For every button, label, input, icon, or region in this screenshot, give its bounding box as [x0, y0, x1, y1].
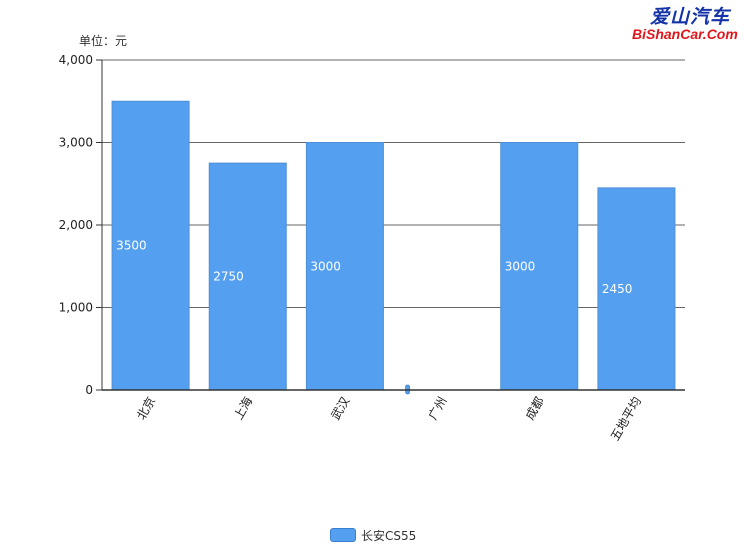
data-label: 3000: [505, 259, 536, 273]
bar: [597, 187, 676, 391]
logo-chinese-text: 爱山汽车: [650, 6, 731, 28]
x-tick-label: 上海: [230, 394, 255, 422]
y-tick-label: 1,000: [59, 301, 93, 315]
x-tick-label: 五地平均: [608, 395, 644, 444]
x-tick-label: 广州: [426, 395, 450, 423]
data-label: 2750: [213, 270, 244, 284]
x-tick-label: 北京: [134, 395, 158, 423]
legend[interactable]: 长安CS55: [330, 527, 416, 543]
legend-label: 长安CS55: [361, 528, 417, 543]
unit-label: 单位：元: [79, 34, 128, 48]
x-tick-label: 成都: [523, 395, 547, 423]
legend-swatch: [330, 528, 356, 542]
y-tick-label: 2,000: [59, 218, 93, 232]
bar: [208, 162, 287, 391]
site-logo: 爱山汽车 BiShanCar.Com: [632, 2, 742, 42]
bar: [111, 100, 190, 391]
bar: [305, 142, 384, 391]
data-label: 3000: [310, 259, 341, 273]
data-label: 2450: [602, 282, 633, 296]
y-tick-label: 4,000: [59, 53, 93, 67]
bar: [500, 142, 579, 391]
data-label: 3500: [116, 239, 147, 253]
y-tick-label: 3,000: [59, 136, 93, 150]
x-tick-label: 武汉: [328, 395, 352, 423]
y-tick-label: 0: [85, 383, 93, 397]
logo-english-text: BiShanCar.Com: [632, 26, 738, 42]
